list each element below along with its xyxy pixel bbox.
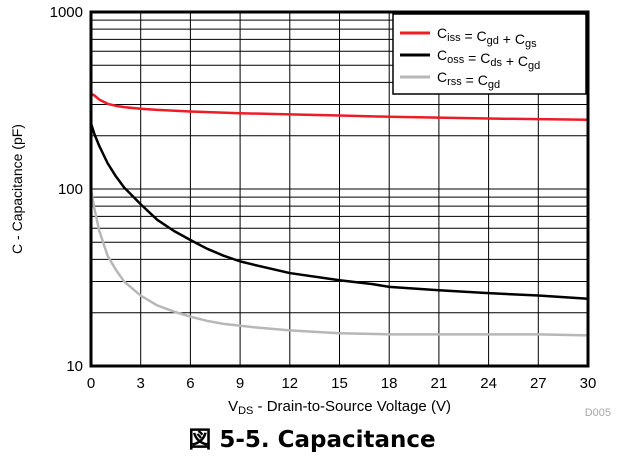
capacitance-chart: 0 3 6 9 12 15 18 21 24 27 30 10 100 1000 C - Capacit…: [9, 4, 611, 419]
data-point: [388, 333, 391, 336]
data-point: [255, 264, 258, 267]
data-point: [487, 333, 490, 336]
legend-label: Ciss = Cgd + Cgs: [437, 25, 537, 50]
data-point: [438, 289, 440, 292]
x-axis-label: VDS - Drain-to-Source Voltage (V): [228, 398, 451, 417]
data-point: [156, 109, 159, 111]
data-point: [537, 333, 540, 336]
data-point: [388, 286, 391, 288]
data-point: [189, 315, 192, 318]
data-point: [338, 114, 341, 117]
data-point: [139, 107, 142, 110]
x-tick-label: 3: [137, 375, 145, 392]
data-point: [106, 254, 109, 257]
data-point: [173, 310, 175, 313]
data-point: [289, 272, 291, 274]
data-point: [93, 133, 96, 135]
data-point: [388, 115, 391, 118]
data-point: [139, 203, 142, 206]
legend-label: Crss = Cgd: [437, 69, 500, 91]
data-point: [139, 294, 142, 297]
data-point: [438, 333, 440, 336]
data-point: [93, 94, 96, 97]
series-line: [89, 122, 589, 300]
data-point: [222, 254, 225, 257]
data-point: [371, 283, 374, 285]
data-point: [289, 113, 291, 116]
figure-caption: 図 5-5. Capacitance: [188, 427, 436, 453]
data-point: [115, 175, 117, 178]
data-point: [189, 110, 192, 113]
x-tick-label: 24: [480, 375, 497, 392]
y-tick-label: 1000: [50, 4, 83, 21]
data-point: [338, 279, 341, 282]
data-point: [106, 102, 109, 105]
x-tick-label: 6: [186, 375, 194, 392]
data-point: [93, 207, 96, 209]
data-point: [98, 145, 101, 147]
series-layer: [89, 92, 589, 337]
data-point: [289, 329, 291, 332]
data-point: [206, 320, 208, 322]
legend-label: Coss = Cds + Cgd: [437, 47, 540, 72]
y-tick-label: 100: [58, 181, 83, 198]
series-line: [89, 188, 589, 337]
data-point: [487, 117, 490, 120]
data-point: [98, 230, 101, 232]
data-point: [156, 218, 159, 221]
x-tick-label: 9: [236, 375, 244, 392]
data-point: [206, 247, 208, 250]
y-tick-label: 10: [66, 358, 83, 375]
plot-frame: [89, 10, 590, 368]
data-point: [239, 260, 241, 263]
data-point: [123, 280, 125, 283]
x-tick-label: 12: [281, 375, 298, 392]
data-point: [338, 332, 341, 335]
x-tick-label: 30: [580, 375, 597, 392]
x-tick-label: 18: [381, 375, 398, 392]
data-point: [239, 112, 241, 115]
data-point: [106, 162, 109, 164]
data-point: [222, 323, 225, 325]
data-point: [98, 98, 101, 101]
data-point: [537, 118, 540, 120]
data-point: [115, 268, 117, 271]
data-point: [487, 292, 490, 294]
data-point: [156, 304, 159, 307]
data-point: [123, 106, 125, 108]
data-point: [438, 116, 440, 119]
x-tick-label: 0: [87, 375, 95, 392]
y-axis-label: C - Capacitance (pF): [9, 124, 25, 254]
data-point: [189, 239, 192, 241]
figure-id: D005: [585, 407, 611, 419]
data-point: [173, 230, 175, 232]
x-tick-label: 21: [431, 375, 448, 392]
data-point: [537, 294, 540, 297]
data-point: [115, 105, 117, 107]
x-tick-label: 27: [530, 375, 547, 392]
data-point: [255, 326, 258, 329]
x-axis-ticks: 0 3 6 9 12 15 18 21 24 27 30: [87, 375, 597, 392]
x-tick-label: 15: [331, 375, 348, 392]
y-axis-ticks: 10 100 1000: [50, 4, 83, 375]
data-point: [123, 186, 125, 189]
